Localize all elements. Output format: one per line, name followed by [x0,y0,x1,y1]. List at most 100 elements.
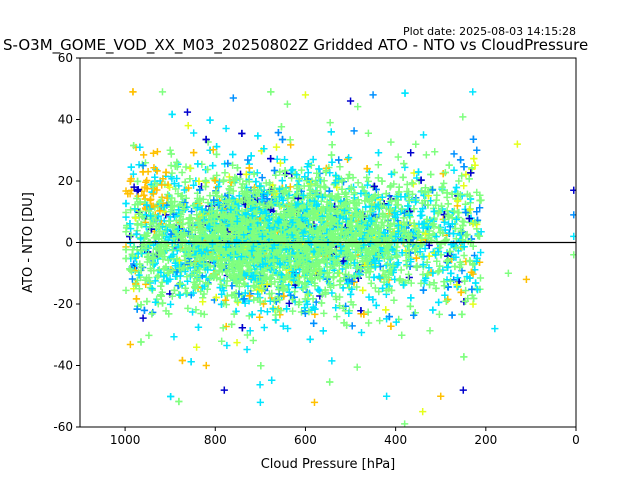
scatter-point [400,281,408,289]
scatter-point [135,285,143,293]
scatter-point [473,208,481,216]
scatter-point [216,283,224,292]
scatter-point [236,175,244,183]
scatter-point [258,277,266,285]
scatter-point [137,338,145,346]
scatter-point [200,310,208,318]
scatter-point [141,211,149,219]
scatter-point [126,220,134,228]
scatter-point [338,185,346,193]
scatter-point [256,381,264,389]
scatter-point [163,277,171,285]
scatter-point [435,208,443,216]
scatter-point [453,274,462,282]
scatter-point [148,310,156,318]
scatter-point [272,143,281,151]
scatter-point [362,191,370,199]
scatter-point [145,331,153,339]
scatter-point [477,196,485,204]
scatter-point [386,221,395,229]
scatter-point [205,222,213,230]
scatter-point [168,110,176,118]
scatter-point [245,164,253,172]
scatter-point [344,279,352,287]
scatter-point [306,191,314,200]
scatter-point [336,281,344,289]
scatter-point [432,233,440,241]
scatter-point [417,176,425,184]
scatter-point [197,232,205,240]
scatter-point [271,227,279,235]
scatter-point [228,320,236,328]
scatter-point [469,135,478,143]
scatter-point [253,169,261,177]
scatter-point [258,174,266,182]
scatter-point [420,219,428,227]
scatter-point [398,205,406,213]
scatter-point [128,275,136,283]
scatter-point [339,257,348,265]
scatter-point [284,324,292,333]
scatter-point [265,179,274,187]
scatter-point [363,181,372,189]
scatter-point [359,213,367,221]
scatter-point [429,269,437,277]
scatter-point [133,187,141,195]
scatter-point [153,167,161,175]
scatter-point [132,295,141,303]
scatter-point [399,173,407,181]
scatter-point [460,163,468,171]
scatter-point [144,252,152,260]
scatter-point [432,196,441,204]
scatter-point [453,197,462,205]
scatter-point [210,196,218,204]
scatter-point [348,277,356,285]
scatter-point [287,166,295,174]
scatter-point [178,356,187,365]
scatter-point [462,232,470,240]
scatter-point [470,155,478,163]
scatter-point [218,193,226,201]
scatter-point [364,177,372,185]
scatter-point [437,202,446,210]
scatter-point [359,286,367,295]
scatter-point [181,256,190,265]
scatter-point [241,299,249,307]
scatter-point [412,140,420,148]
scatter-point [281,166,289,175]
scatter-point [285,288,293,296]
scatter-point [124,190,132,198]
scatter-point [230,177,238,185]
scatter-point [276,168,284,176]
scatter-point [335,202,343,210]
scatter-point [326,223,334,231]
scatter-point [370,273,378,281]
scatter-point [445,161,453,169]
scatter-point [345,171,353,179]
scatter-point [212,188,220,196]
scatter-point [229,202,238,210]
scatter-point [223,341,231,350]
scatter-point [468,285,476,293]
scatter-point [365,293,373,301]
scatter-point [224,159,232,168]
scatter-point [122,199,130,208]
chart-title: S-O3M_GOME_VOD_XX_M03_20250802Z Gridded … [3,36,588,55]
scatter-point [336,163,344,171]
scatter-point [269,271,277,279]
scatter-point [295,278,303,287]
scatter-point [301,295,309,303]
scatter-point [181,284,190,292]
scatter-point [252,178,260,186]
scatter-point [310,197,318,205]
scatter-point [269,305,277,313]
scatter-point [469,242,477,250]
scatter-point [466,192,474,200]
scatter-point [231,274,240,282]
scatter-point [184,304,192,312]
scatter-point [189,201,198,210]
scatter-point [302,177,311,185]
scatter-point [390,296,398,304]
scatter-point [140,151,148,159]
